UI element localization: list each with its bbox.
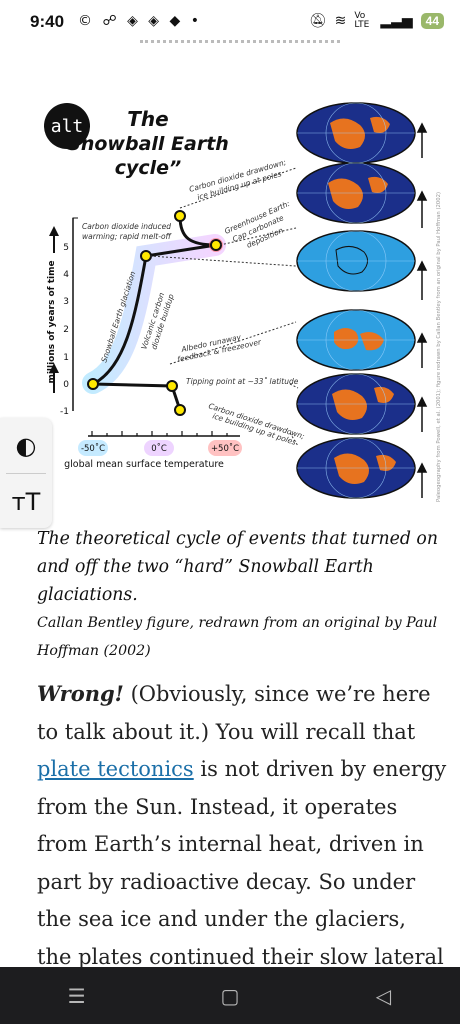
signal-icon: ▂▃▅ bbox=[380, 13, 413, 29]
status-bar: 9:40 © ☍ ◈ ◈ ◆ • 🔕︎ ≋ Vo LTE ▂▃▅ 44 bbox=[0, 0, 460, 44]
caption-credit: Callan Bentley figure, redrawn from an o… bbox=[37, 615, 438, 659]
y-tick-5: 5 bbox=[63, 243, 69, 253]
snowball-earth-figure: The Snowball Earth cycle” millions of ye… bbox=[40, 88, 445, 510]
figure-title-line3: cycle” bbox=[115, 157, 182, 179]
text-size-icon[interactable]: ᴛT bbox=[11, 487, 41, 516]
back-button[interactable]: ◁ bbox=[375, 983, 391, 1008]
article-paragraph: Wrong! (Obviously, since we’re here to t… bbox=[37, 675, 447, 976]
clipped-previous-text bbox=[140, 40, 340, 49]
annotation-warming: warming; rapid melt-off bbox=[82, 232, 173, 241]
y-axis-label: millions of years of time bbox=[47, 260, 57, 383]
y-tick-4: 4 bbox=[63, 270, 69, 280]
alt-text-button[interactable]: alt bbox=[44, 103, 90, 149]
figure-title-line2: Snowball Earth bbox=[67, 133, 229, 155]
mute-icon: 🔕︎ bbox=[308, 13, 327, 29]
paragraph-segment-1: (Obviously, since we’re here to talk abo… bbox=[37, 682, 431, 744]
figure-title-line1: The bbox=[127, 107, 168, 131]
paragraph-segment-2: is not driven by energy from the Sun. In… bbox=[37, 757, 447, 969]
y-tick-1: 1 bbox=[63, 353, 69, 363]
emphasis-wrong: Wrong! bbox=[37, 681, 124, 706]
status-right-icons: 🔕︎ ≋ Vo LTE ▂▃▅ 44 bbox=[309, 12, 444, 30]
y-tick-0: 0 bbox=[63, 380, 69, 390]
figure-caption: The theoretical cycle of events that tur… bbox=[37, 525, 447, 665]
recent-apps-button[interactable]: ☰ bbox=[67, 983, 86, 1008]
plate-tectonics-link[interactable]: plate tectonics bbox=[37, 757, 194, 781]
battery-icon: 44 bbox=[420, 13, 444, 29]
system-navigation-bar: ☰ ▢ ◁ bbox=[0, 967, 460, 1024]
y-tick-2: 2 bbox=[63, 325, 69, 335]
status-time: 9:40 bbox=[30, 12, 65, 31]
x-tick-0: 0˚C bbox=[151, 443, 167, 454]
volte-icon: Vo LTE bbox=[354, 11, 370, 30]
home-button[interactable]: ▢ bbox=[220, 983, 240, 1008]
toolbar-divider bbox=[6, 473, 46, 474]
figure-side-credit: Paleogeography from Powell, et al. (2001… bbox=[436, 192, 442, 502]
accessibility-toolbar: ◐ ᴛT bbox=[0, 418, 52, 528]
y-tick-3: 3 bbox=[63, 297, 69, 307]
x-tick-neg50: -50˚C bbox=[81, 443, 105, 454]
contrast-icon[interactable]: ◐ bbox=[15, 431, 37, 460]
caption-main: The theoretical cycle of events that tur… bbox=[37, 529, 438, 605]
notification-icons: © ☍ ◈ ◈ ◆ • bbox=[78, 13, 202, 29]
wifi-icon: ≋ bbox=[334, 13, 347, 29]
x-tick-50: +50˚C bbox=[211, 443, 239, 454]
annotation-co2-induced: Carbon dioxide induced bbox=[82, 222, 171, 231]
annotation-tipping: Tipping point at ~33˚ latitude bbox=[186, 377, 299, 386]
y-tick-neg1: -1 bbox=[60, 407, 69, 417]
x-axis-label: global mean surface temperature bbox=[64, 459, 224, 470]
